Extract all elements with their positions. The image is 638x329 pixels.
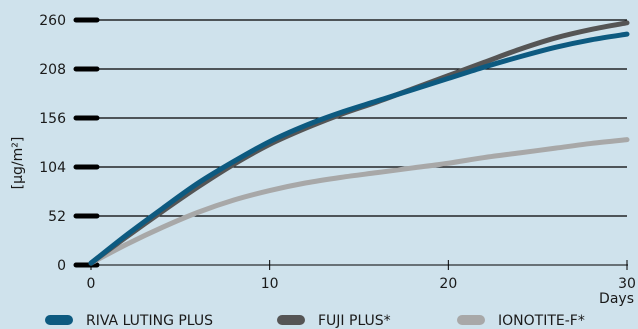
grid-lines xyxy=(91,19,627,217)
y-tick-label: 260 xyxy=(39,13,66,29)
x-tick-label: 20 xyxy=(439,276,457,292)
y-tick-label: 0 xyxy=(57,258,66,274)
y-tick-label: 156 xyxy=(39,111,66,127)
x-axis-label: Days xyxy=(599,291,634,307)
series-line-fuji-plus xyxy=(88,20,630,266)
series-lines xyxy=(88,20,630,266)
x-tick-label: 10 xyxy=(261,276,279,292)
y-tick-label: 52 xyxy=(48,209,66,225)
series-line-ionotite-f xyxy=(88,137,630,266)
legend-label: RIVA LUTING PLUS xyxy=(86,313,213,329)
legend-label: IONOTITE-F* xyxy=(498,313,585,329)
y-axis-label: [µg/m²] xyxy=(10,137,26,190)
x-tick-label: 30 xyxy=(618,276,636,292)
y-tick-label: 208 xyxy=(39,62,66,78)
legend: RIVA LUTING PLUS FUJI PLUS* IONOTITE-F* xyxy=(45,313,585,329)
series-line-riva-luting-plus xyxy=(88,31,630,266)
y-axis: 0 52 104 156 208 260 xyxy=(39,13,100,274)
legend-label: FUJI PLUS* xyxy=(318,313,391,329)
x-tick-label: 0 xyxy=(87,276,96,292)
x-axis: 0 10 20 30 xyxy=(87,260,636,292)
y-tick-label: 104 xyxy=(39,160,66,176)
